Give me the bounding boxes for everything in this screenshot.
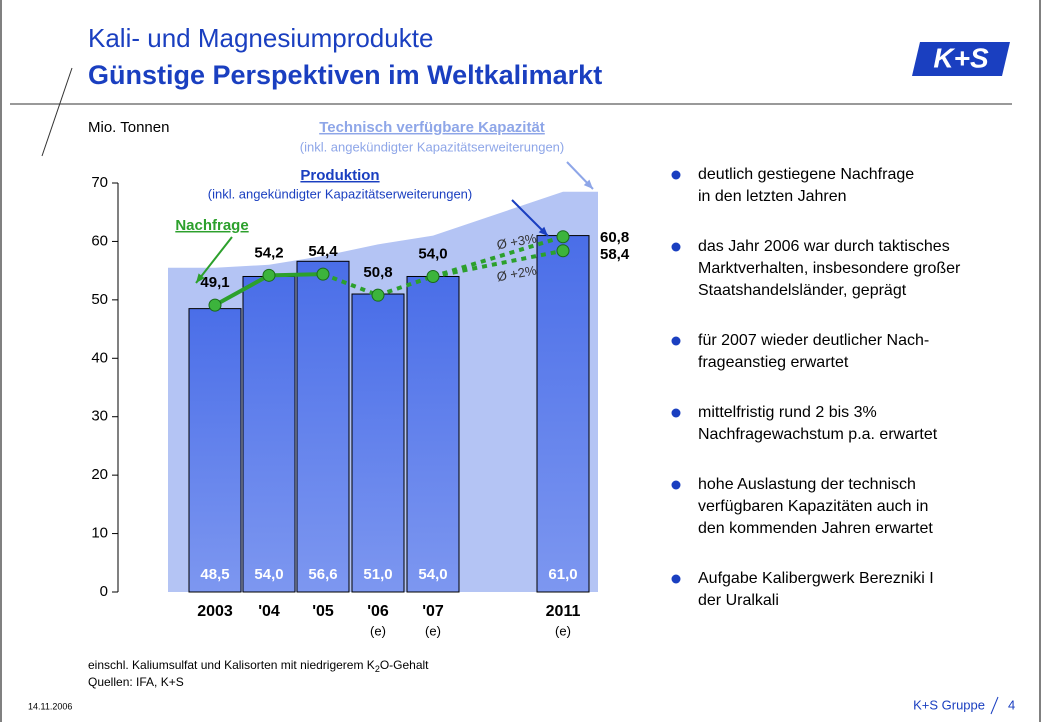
arrow-head [583, 179, 593, 189]
arrow [195, 236, 233, 284]
bullet-dot [671, 242, 681, 252]
y-tick-label: 70 [91, 174, 108, 191]
x-tick-note: (e) [555, 623, 571, 638]
bullet-dot [671, 336, 681, 346]
y-tick-label: 60 [91, 232, 108, 249]
bullet-text: Aufgabe Kalibergwerk Berezniki I [698, 570, 934, 587]
y-axis-label: Mio. Tonnen [88, 119, 169, 136]
bar [406, 275, 460, 593]
demand-point [208, 298, 222, 312]
bar [296, 260, 350, 593]
bullet-text: mittelfristig rund 2 bis 3% [698, 404, 877, 421]
bar-value-label: 54,0 [418, 566, 447, 583]
bullet-dot [671, 170, 681, 180]
bar [351, 293, 405, 593]
demand-point [426, 269, 440, 283]
bullet-text: das Jahr 2006 war durch taktisches [698, 238, 950, 255]
y-tick-label: 40 [91, 349, 108, 366]
y-tick-label: 0 [100, 583, 108, 600]
arrow-head [538, 226, 548, 236]
bullet-text: Nachfragewachstum p.a. erwartet [698, 426, 938, 443]
scenario-value-label: 58,4 [600, 246, 630, 263]
demand-value-label: 54,0 [418, 245, 447, 262]
production-note: (inkl. angekündigter Kapazitätserweiteru… [208, 186, 473, 201]
bullet-dot [671, 574, 681, 584]
bar-value-label: 51,0 [363, 566, 392, 583]
bullet-dot [671, 408, 681, 418]
bullet-text: Staatshandelsländer, geprägt [698, 282, 907, 299]
capacity-note: (inkl. angekündigter Kapazitätserweiteru… [300, 139, 565, 154]
bar-value-label: 56,6 [308, 566, 337, 583]
demand-line [268, 272, 324, 278]
x-tick-label: '07 [422, 603, 444, 620]
separator [990, 696, 999, 715]
title: Kali- und Magnesiumprodukte [88, 23, 433, 53]
bullet-text: Marktverhalten, insbesondere großer [698, 260, 961, 277]
date: 14.11.2006 [28, 701, 72, 711]
slash [41, 67, 73, 157]
x-tick-label: 2011 [546, 603, 581, 620]
footnote-text: einschl. Kaliumsulfat und Kalisorten mit… [88, 658, 375, 672]
demand-value-label: 54,4 [308, 243, 338, 260]
x-tick-label: '05 [312, 603, 334, 620]
bullet-text: frageanstieg erwartet [698, 354, 849, 371]
bar-value-label: 54,0 [254, 566, 283, 583]
demand-point [262, 268, 276, 282]
scenario-label: Ø +2% [496, 263, 539, 285]
bar [242, 275, 296, 593]
bullet-dot [671, 480, 681, 490]
source: Quellen: IFA, K+S [88, 675, 184, 689]
x-tick-label: '06 [367, 603, 389, 620]
bullet-text: der Uralkali [698, 592, 779, 609]
scenario-point [556, 244, 570, 258]
demand-value-label: 54,2 [254, 244, 283, 261]
bullet-text: für 2007 wieder deutlicher Nach- [698, 332, 929, 349]
y-tick-label: 50 [91, 291, 108, 308]
demand-point [371, 288, 385, 302]
scenario-value-label: 60,8 [600, 229, 629, 246]
footnote-sub: 2 [375, 664, 380, 674]
bar [188, 308, 242, 593]
logo-box [912, 42, 1010, 76]
y-tick-label: 20 [91, 466, 108, 483]
x-tick-label: 2003 [197, 603, 233, 620]
demand-label: Nachfrage [175, 217, 248, 234]
bullet-text: verfügbaren Kapazitäten auch in [698, 498, 928, 515]
subtitle: Günstige Perspektiven im Weltkalimarkt [88, 60, 602, 90]
demand-value-label: 50,8 [363, 264, 392, 281]
demand-line [432, 234, 564, 279]
x-tick-label: '04 [258, 603, 280, 620]
bullet-text: den kommenden Jahren erwartet [698, 520, 933, 537]
chart: 0 10 20 30 40 50 60 70 48,5 2003 54,0 '04 56,6 '05 51,… [91, 161, 630, 638]
company: K+S Gruppe [913, 697, 985, 712]
bar-value-label: 48,5 [200, 566, 229, 583]
y-tick-label: 10 [91, 525, 108, 542]
demand-line [432, 248, 564, 279]
bullet-text: in den letzten Jahren [698, 188, 847, 205]
x-tick-note: (e) [425, 623, 441, 638]
y-tick-label: 30 [91, 408, 108, 425]
demand-value-label: 49,1 [200, 274, 229, 291]
footnote: einschl. Kaliumsulfat und Kalisorten mit… [88, 658, 429, 674]
bullet-text: deutlich gestiegene Nachfrage [698, 166, 914, 183]
production-label: Produktion [300, 167, 379, 184]
scenario-label: Ø +3% [496, 231, 539, 253]
capacity-label: Technisch verfügbare Kapazität [319, 119, 545, 136]
scenario-point [556, 230, 570, 244]
demand-point [316, 267, 330, 281]
bar-value-label: 61,0 [548, 566, 577, 583]
demand-line [214, 273, 270, 307]
bar [536, 235, 590, 593]
page-number: 4 [1008, 697, 1015, 712]
bullet-text: hohe Auslastung der technisch [698, 476, 916, 493]
arrow-head [196, 273, 205, 283]
logo: K+S [933, 42, 989, 73]
x-tick-note: (e) [370, 623, 386, 638]
footnote-text: O-Gehalt [380, 658, 429, 672]
